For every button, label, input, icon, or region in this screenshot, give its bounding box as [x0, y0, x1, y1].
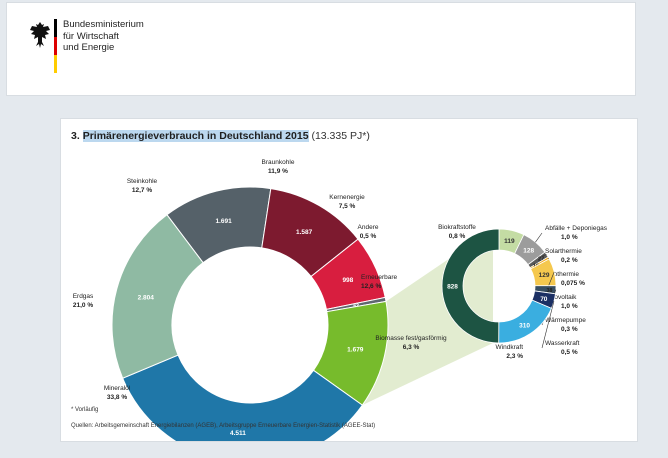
chart-total: (13.335 PJ*) — [311, 130, 370, 142]
header-card: Bundesministerium für Wirtschaft und Ene… — [6, 2, 636, 96]
detail-share-geothermie: 0,075 % — [561, 280, 585, 287]
leader-wasserkraft — [541, 301, 555, 349]
slice-mineraloel — [122, 354, 364, 441]
flag-stripe-gold — [54, 55, 57, 73]
source-note: Quellen: Arbeitsgemeinschaft Energiebila… — [71, 423, 376, 429]
detail-label-biokraftstoffe: Biokraftstoffe — [438, 224, 476, 231]
detail-label-wasserkraft: Wasserkraft — [545, 340, 580, 347]
value-label-erdgas: 2.804 — [138, 294, 155, 301]
share-label-erneuerbare: 12,6 % — [361, 283, 381, 290]
detail-value-waermepumpe: 38 — [546, 288, 552, 294]
slice-erdgas — [111, 214, 204, 379]
category-label-andere: Andere — [358, 224, 379, 231]
category-label-erdgas: Erdgas — [73, 293, 94, 300]
category-label-kernenergie: Kernenergie — [329, 194, 365, 201]
category-label-mineraloel: Mineralöl — [104, 385, 131, 392]
share-label-erdgas: 21,0 % — [73, 302, 93, 309]
detail-label-abfaelle: Abfälle + Deponiegas — [545, 225, 608, 232]
detail-value-fotovoltaik: 129 — [539, 272, 550, 279]
energy-donut-chart: 1.691 Steinkohle 12,7 % 1.587 Braunkohle 11,9… — [73, 159, 608, 441]
value-label-erneuerbare: 1.679 — [347, 346, 364, 353]
detail-share-waermepumpe: 0,3 % — [561, 326, 578, 333]
detail-share-biomasse: 6,3 % — [403, 344, 420, 351]
detail-value-abfaelle: 128 — [523, 248, 534, 255]
share-label-braunkohle: 11,9 % — [268, 168, 288, 175]
detail-value-biomasse: 828 — [447, 283, 458, 290]
detail-share-abfaelle: 1,0 % — [561, 234, 578, 241]
flag-stripe-red — [54, 37, 57, 55]
detail-value-solarthermie: 27 — [538, 257, 544, 263]
detail-share-wasserkraft: 0,5 % — [561, 349, 578, 356]
detail-label-waermepumpe: Wärmepumpe — [545, 317, 586, 324]
chart-title: 3. Primärenergieverbrauch in Deutschland… — [71, 130, 370, 142]
category-label-erneuerbare: Erneuerbare — [361, 274, 398, 281]
ministry-name: Bundesministerium für Wirtschaft und Ene… — [63, 19, 144, 54]
detail-label-geothermie: Geothermie — [545, 271, 579, 278]
leader-abfaelle — [535, 232, 543, 243]
detail-value-biokraftstoffe: 119 — [504, 238, 515, 245]
detail-label-fotovoltaik: Fotovoltaik — [545, 294, 577, 301]
federal-eagle-icon — [30, 22, 50, 48]
detail-label-windkraft: Windkraft — [496, 344, 524, 351]
value-label-mineraloel: 4.511 — [230, 430, 246, 437]
flag-stripe-black — [54, 19, 57, 37]
detail-value-wasserkraft: 70 — [540, 296, 548, 303]
footnote: * Vorläufig — [71, 407, 99, 413]
detail-label-solarthermie: Solarthermie — [545, 248, 582, 255]
detail-label-biomasse: Biomasse fest/gasförmig — [375, 335, 447, 342]
detail-slice-biomasse — [441, 228, 500, 344]
ministry-line-1: Bundesministerium — [63, 19, 144, 30]
chart-card: 1.691 Steinkohle 12,7 % 1.587 Braunkohle 11,9… — [60, 118, 638, 442]
chart-number: 3. — [71, 130, 80, 142]
share-label-andere: 0,5 % — [360, 233, 377, 240]
chart-title-highlight: Primärenergieverbrauch in Deutschland 20… — [82, 130, 309, 142]
national-flag-bar — [54, 19, 57, 73]
category-label-steinkohle: Steinkohle — [127, 178, 158, 185]
detail-share-windkraft: 2,3 % — [506, 353, 523, 360]
ministry-line-2: für Wirtschaft — [63, 30, 119, 42]
detail-share-solarthermie: 0,2 % — [561, 257, 578, 264]
value-label-steinkohle: 1.691 — [215, 218, 232, 225]
detail-value-windkraft: 310 — [519, 322, 530, 329]
share-label-steinkohle: 12,7 % — [132, 187, 152, 194]
leader-solarthermie — [541, 254, 547, 257]
share-label-mineraloel: 33,8 % — [107, 394, 127, 401]
detail-share-fotovoltaik: 1,0 % — [561, 303, 578, 310]
value-label-kernenergie: 998 — [342, 277, 353, 284]
value-label-braunkohle: 1.587 — [296, 229, 313, 236]
share-label-kernenergie: 7,5 % — [339, 203, 356, 210]
category-label-braunkohle: Braunkohle — [262, 159, 295, 166]
detail-share-biokraftstoffe: 0,8 % — [449, 233, 466, 240]
ministry-line-3: und Energie — [63, 42, 115, 53]
